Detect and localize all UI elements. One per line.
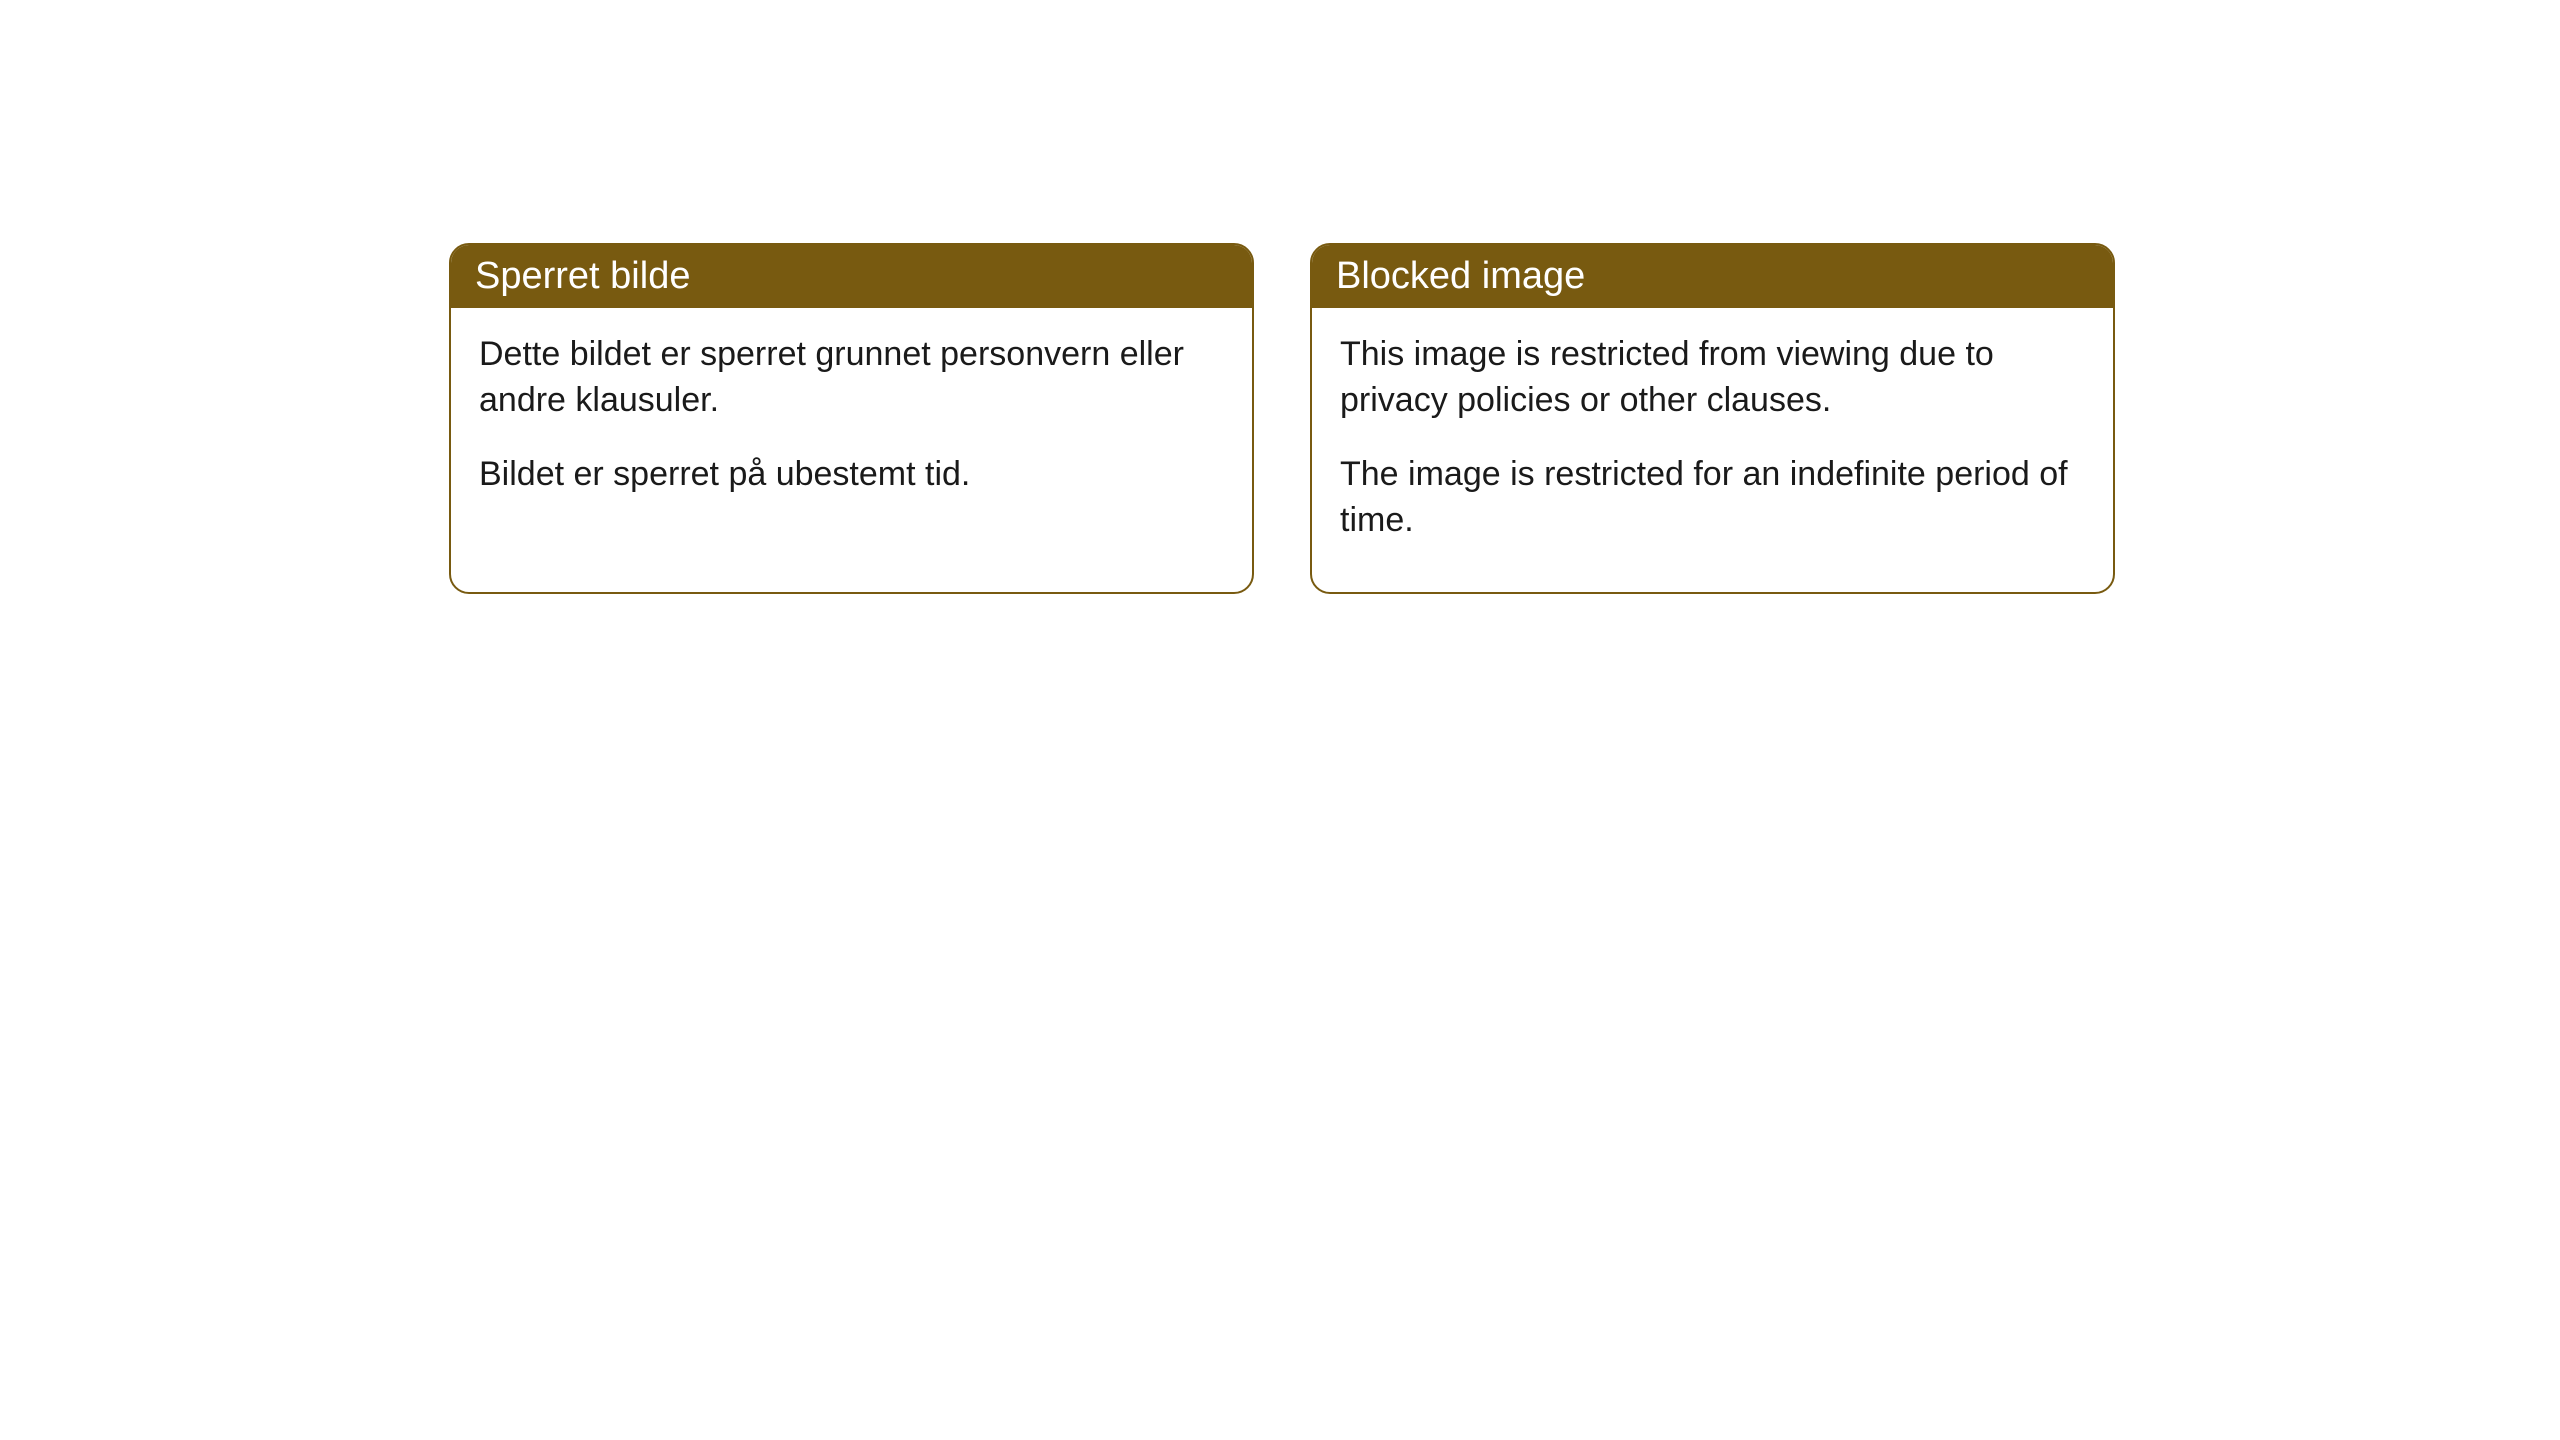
card-header-norwegian: Sperret bilde <box>451 245 1252 308</box>
card-text-english-1: This image is restricted from viewing du… <box>1340 332 2085 424</box>
card-header-english: Blocked image <box>1312 245 2113 308</box>
notice-card-norwegian: Sperret bilde Dette bildet er sperret gr… <box>449 243 1254 594</box>
notice-card-english: Blocked image This image is restricted f… <box>1310 243 2115 594</box>
card-title-english: Blocked image <box>1336 255 1585 297</box>
card-text-english-2: The image is restricted for an indefinit… <box>1340 452 2085 544</box>
card-text-norwegian-2: Bildet er sperret på ubestemt tid. <box>479 452 1224 498</box>
card-text-norwegian-1: Dette bildet er sperret grunnet personve… <box>479 332 1224 424</box>
notice-container: Sperret bilde Dette bildet er sperret gr… <box>449 243 2115 594</box>
card-body-english: This image is restricted from viewing du… <box>1312 308 2113 592</box>
card-body-norwegian: Dette bildet er sperret grunnet personve… <box>451 308 1252 546</box>
card-title-norwegian: Sperret bilde <box>475 255 690 297</box>
